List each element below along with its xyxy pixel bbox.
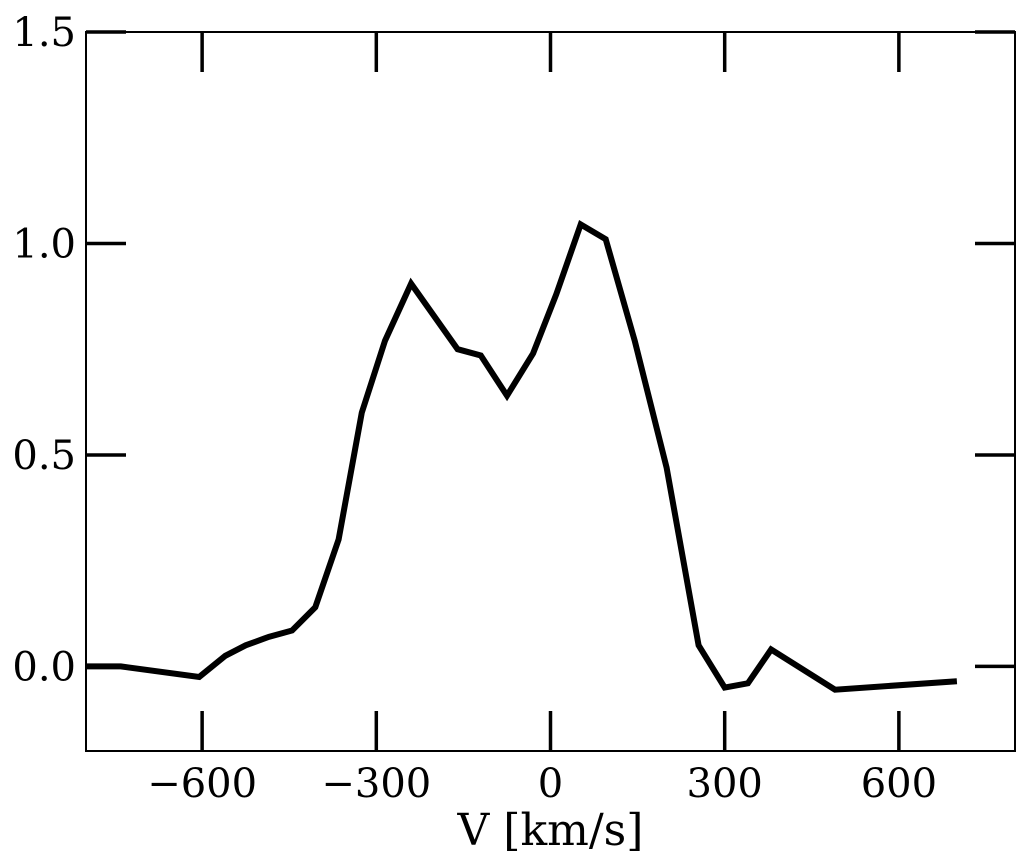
y-tick-label: 0.5 [12,433,76,479]
x-tick-label: 300 [687,761,763,807]
series-layer [86,219,958,693]
y-tick-label: 1.0 [12,221,76,267]
series-line-0 [86,219,958,693]
tick-marks [86,30,1015,751]
x-tick-label: −300 [321,761,431,807]
x-tick-label: −600 [147,761,257,807]
x-axis-label: V [km/s] [457,805,644,856]
y-tick-label: 1.5 [12,10,76,56]
plot-frame [85,31,1016,752]
x-tick-label: 0 [538,761,563,807]
y-tick-label: 0.0 [12,644,76,690]
tick-labels: −600 −300 0 300 600 0.0 0.5 1.0 1.5 [12,10,937,807]
x-tick-label: 600 [861,761,937,807]
